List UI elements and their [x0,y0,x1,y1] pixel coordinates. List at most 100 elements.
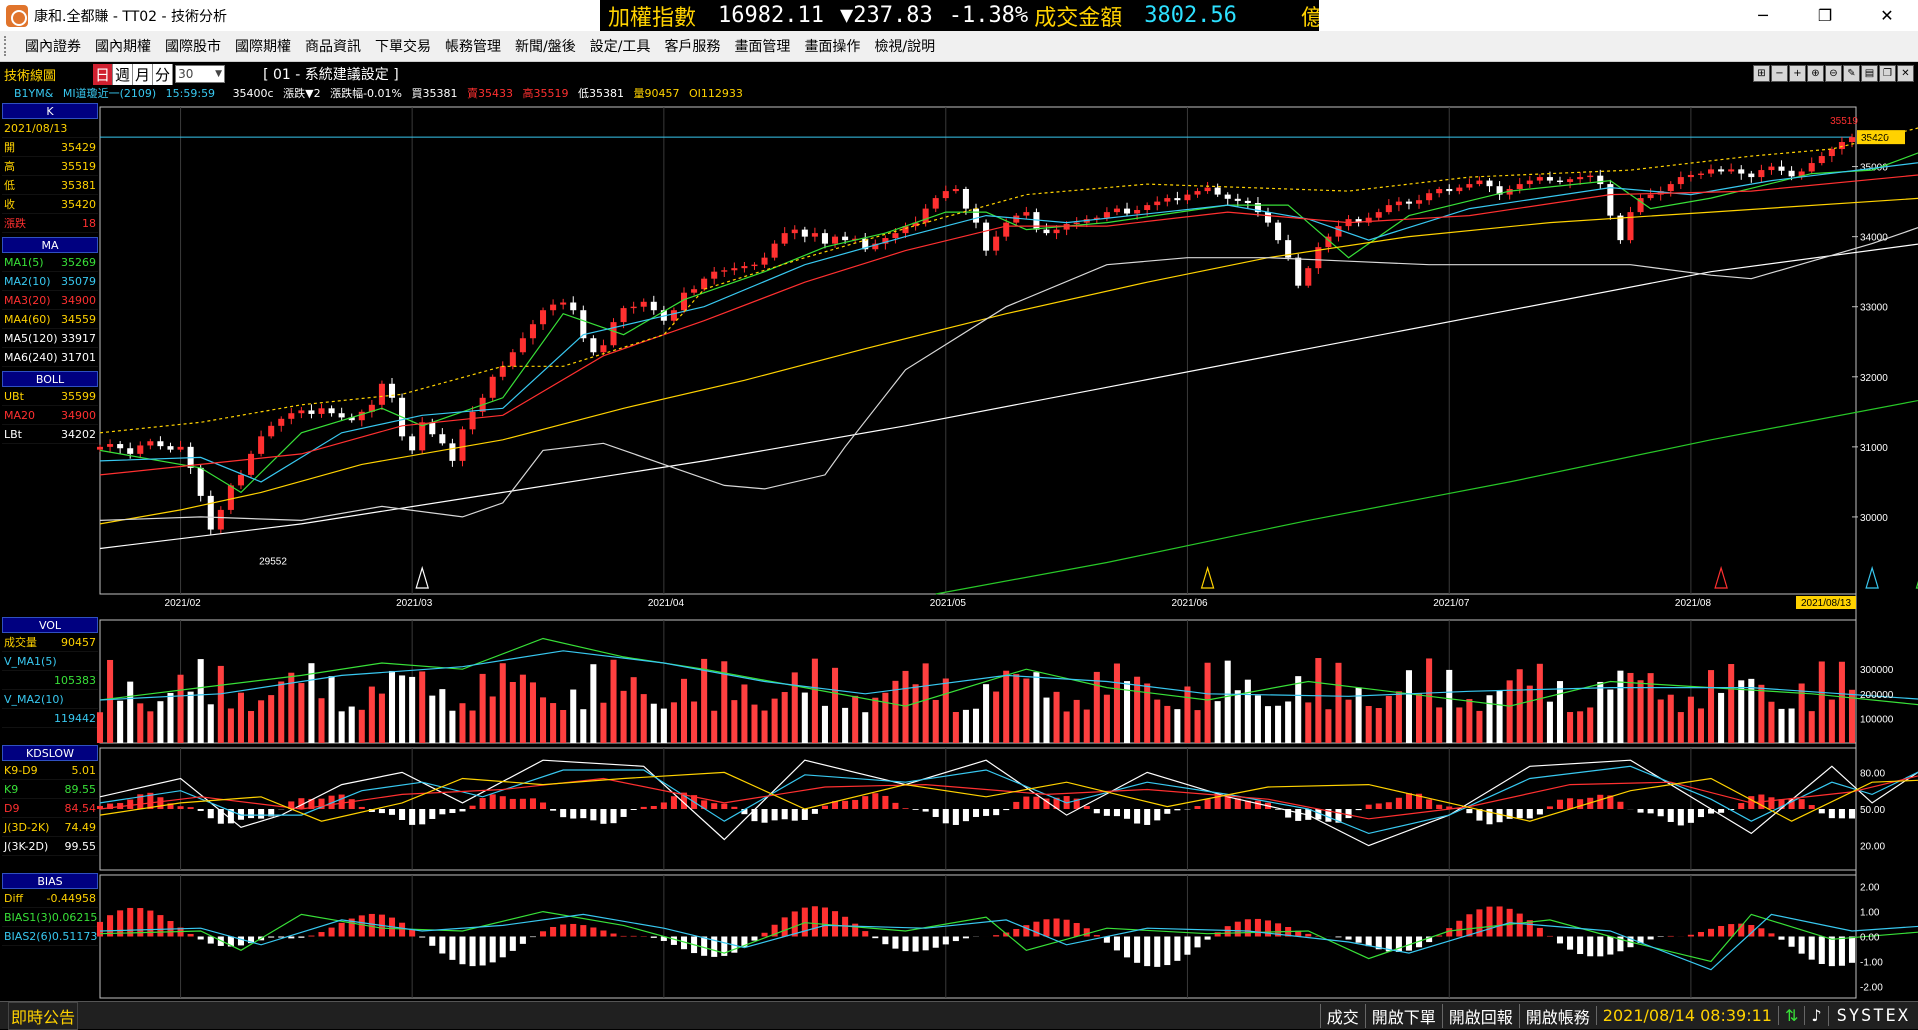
volume-bar [1406,670,1412,743]
candle-body [530,324,536,338]
kd-diff-bar [1617,802,1623,809]
candle-body [792,230,798,234]
volume-bar [1013,674,1019,743]
kd-diff-bar [1346,809,1352,818]
kd-diff-bar [1678,809,1684,825]
volume-bar [117,701,123,743]
volume-bar [610,660,616,743]
bias-diff-bar [1346,937,1352,940]
kd-diff-bar [258,809,264,819]
kd-diff-bar [1255,801,1261,809]
bias-diff-bar [530,937,536,938]
candle-body [772,244,778,258]
kd-diff-bar [1436,805,1442,809]
kd-diff-bar [1567,798,1573,809]
bias-diff-bar [1688,935,1694,937]
kd-diff-bar [1466,809,1472,813]
kd-diff-bar [429,809,435,819]
kd-diff-bar [802,809,808,820]
candle-body [600,345,606,352]
candle-body [1768,167,1774,171]
volume-bar [1003,671,1009,743]
volume-bar [1023,679,1029,743]
open-account-button[interactable]: 開啟帳務 [1519,1004,1596,1028]
volume-bar [1486,695,1492,743]
volume-bar [369,687,375,743]
open-order-button[interactable]: 開啟下單 [1365,1004,1442,1028]
volume-bar [963,710,969,743]
volume-bar [147,711,153,743]
kd-diff-bar [852,800,858,809]
bias-diff-bar [329,928,335,937]
kd-diff-bar [1557,800,1563,809]
bias-diff-bar [1033,922,1039,937]
candle-body [459,429,465,461]
bias-diff-bar [550,927,556,937]
bias-diff-bar [1486,907,1492,937]
bias-diff-bar [1466,914,1472,936]
candle-body [1396,202,1402,206]
current-date-label: 2021/08/13 [1801,598,1851,609]
month-label: 2021/08 [1675,598,1712,609]
candle-body [1577,177,1583,179]
candle-body [741,266,747,268]
candle-body [610,322,616,345]
candle-body [1144,205,1150,210]
speaker-icon[interactable]: ♪ [1804,1006,1827,1025]
bias-diff-bar [208,937,214,944]
open-report-button[interactable]: 開啟回報 [1442,1004,1519,1028]
kd-diff-bar [1597,795,1603,809]
volume-bar [973,709,979,743]
kd-diff-bar [953,809,959,825]
bias-diff-bar [298,937,304,938]
volume-bar [1668,695,1674,743]
candle-body [842,237,848,241]
bias-diff-bar [1084,928,1090,936]
kd-diff-bar [1698,809,1704,817]
volume-bar [318,698,324,743]
bias-diff-bar [1225,926,1231,936]
candle-body [1074,223,1080,224]
kd-diff-bar [1648,809,1654,813]
kd-diff-bar [1356,809,1362,810]
status-trade[interactable]: 成交 [1320,1004,1365,1028]
volume-bar [772,699,778,743]
volume-bar [1466,699,1472,743]
volume-bar [1819,661,1825,743]
volume-bar [1295,676,1301,743]
bias-diff-bar [812,906,818,936]
bias-tick-label: -2.00 [1860,982,1883,993]
month-label: 2021/03 [396,598,433,609]
volume-bar [399,675,405,743]
bias-diff-bar [369,914,375,937]
kd-diff-bar [379,809,385,813]
candle-body [178,447,184,450]
bias-diff-bar [892,937,898,949]
kd-diff-bar [882,796,888,809]
volume-bar [1748,679,1754,743]
kd-diff-bar [198,809,204,811]
volume-bar [1315,658,1321,743]
kd-diff-bar [1738,803,1744,809]
bias-diff-bar [802,908,808,937]
bias-diff-bar [872,937,878,939]
announcement-button[interactable]: 即時公告 [8,1002,78,1030]
candle-body [1033,212,1039,230]
candle-body [1567,179,1573,182]
kd-diff-bar [1114,809,1120,816]
bias-diff-bar [923,937,929,951]
candle-body [762,258,768,265]
volume-bar [449,711,455,743]
candle-body [97,447,103,450]
bias-diff-bar [449,937,455,960]
volume-bar [882,693,888,743]
bias-diff-bar [1668,936,1674,937]
volume-bar [480,674,486,743]
candle-body [1265,212,1271,223]
candle-body [1426,193,1432,200]
kd-diff-bar [731,807,737,809]
candle-body [1547,177,1553,181]
kd-diff-bar [872,793,878,809]
volume-bar [1043,698,1049,743]
